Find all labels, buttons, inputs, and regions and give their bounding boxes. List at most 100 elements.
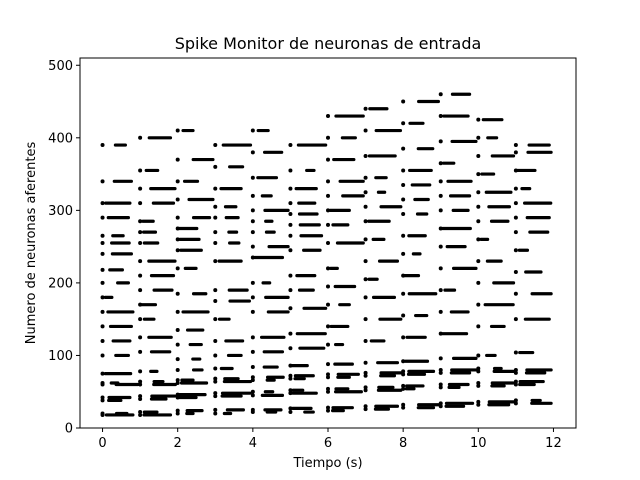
spike-point — [326, 408, 330, 413]
spike-burst — [297, 212, 319, 216]
spike-point — [363, 106, 368, 111]
spike-burst — [338, 303, 351, 307]
spike-point — [476, 117, 481, 122]
y-tick-label: 500 — [48, 59, 73, 74]
spike-point — [288, 373, 293, 378]
spike-burst — [485, 259, 503, 263]
spike-burst — [376, 388, 403, 392]
spike-point — [138, 219, 143, 224]
spike-burst — [334, 342, 345, 347]
spike-point — [363, 219, 368, 224]
spike-burst — [256, 176, 279, 180]
spike-point — [138, 335, 143, 340]
spike-point — [175, 342, 180, 347]
spike-point — [326, 266, 330, 271]
spike-point — [513, 248, 518, 253]
spike-point — [513, 398, 518, 403]
spike-point — [363, 404, 368, 409]
spike-point — [288, 346, 293, 351]
spike-point — [401, 402, 406, 407]
spike-burst — [441, 161, 456, 165]
spike-burst — [487, 205, 511, 209]
spike-point — [138, 349, 143, 354]
spike-burst — [149, 397, 168, 401]
spike-point — [401, 372, 406, 377]
spike-point — [401, 251, 406, 256]
spike-burst — [367, 154, 397, 158]
spike-point — [326, 157, 330, 162]
spike-point — [250, 244, 255, 249]
spike-burst — [490, 154, 516, 158]
spike-point — [438, 226, 443, 231]
spike-point — [438, 404, 443, 409]
y-tick-label: 300 — [48, 204, 73, 219]
spike-burst — [107, 398, 123, 403]
spike-burst — [263, 408, 283, 412]
spike-point — [401, 121, 406, 126]
spike-burst — [371, 295, 397, 300]
spike-burst — [527, 143, 551, 147]
spike-burst — [373, 407, 390, 411]
spike-burst — [490, 384, 506, 388]
spike-burst — [448, 194, 472, 198]
spike-point — [138, 382, 143, 387]
spike-point — [138, 186, 143, 191]
spike-point — [326, 386, 330, 391]
spike-burst — [452, 356, 478, 360]
spike-burst — [374, 176, 388, 180]
spike-point — [288, 222, 293, 227]
spike-point — [438, 309, 443, 314]
spike-burst — [187, 197, 215, 202]
spike-burst — [442, 114, 470, 118]
spike-point — [288, 201, 293, 206]
spike-point — [513, 291, 518, 296]
spike-point — [288, 211, 293, 216]
spike-point — [476, 383, 481, 388]
spike-point — [175, 266, 180, 271]
spike-burst — [219, 366, 234, 371]
spike-burst — [530, 292, 553, 296]
spike-point — [326, 324, 330, 329]
spike-point — [288, 273, 293, 278]
spike-point — [401, 197, 406, 202]
spike-burst — [451, 208, 470, 212]
spike-point — [175, 367, 180, 372]
y-axis-label: Numero de neuronas aferentes — [24, 142, 39, 345]
spike-point — [138, 369, 143, 374]
spike-marks — [100, 92, 553, 417]
spike-point — [138, 394, 143, 399]
spike-burst — [334, 387, 350, 391]
spike-burst — [405, 335, 427, 339]
spike-burst — [182, 179, 200, 183]
spike-point — [213, 215, 218, 220]
spike-point — [175, 411, 180, 416]
spike-point — [513, 230, 518, 235]
spike-point — [100, 371, 105, 376]
spike-point — [100, 179, 105, 184]
spike-burst — [226, 353, 243, 358]
spike-burst — [417, 403, 440, 407]
spike-point — [476, 204, 481, 209]
spike-point — [138, 410, 143, 415]
spike-point — [288, 248, 293, 253]
spike-point — [250, 280, 255, 285]
spike-burst — [489, 324, 506, 329]
spike-point — [138, 317, 143, 322]
spike-burst — [191, 157, 215, 162]
spike-point — [401, 291, 406, 296]
spike-burst — [264, 219, 274, 223]
spike-point — [363, 317, 368, 322]
spike-point — [213, 204, 218, 209]
spike-point — [326, 208, 330, 213]
spike-burst — [377, 385, 395, 389]
spike-burst — [263, 390, 275, 394]
x-tick-label: 12 — [545, 436, 562, 451]
spike-burst — [228, 299, 251, 303]
spike-point — [138, 273, 143, 278]
spike-burst — [379, 374, 397, 378]
spike-burst — [492, 281, 516, 285]
spike-point — [100, 201, 105, 206]
spike-point — [363, 237, 368, 242]
spike-point — [326, 241, 330, 245]
